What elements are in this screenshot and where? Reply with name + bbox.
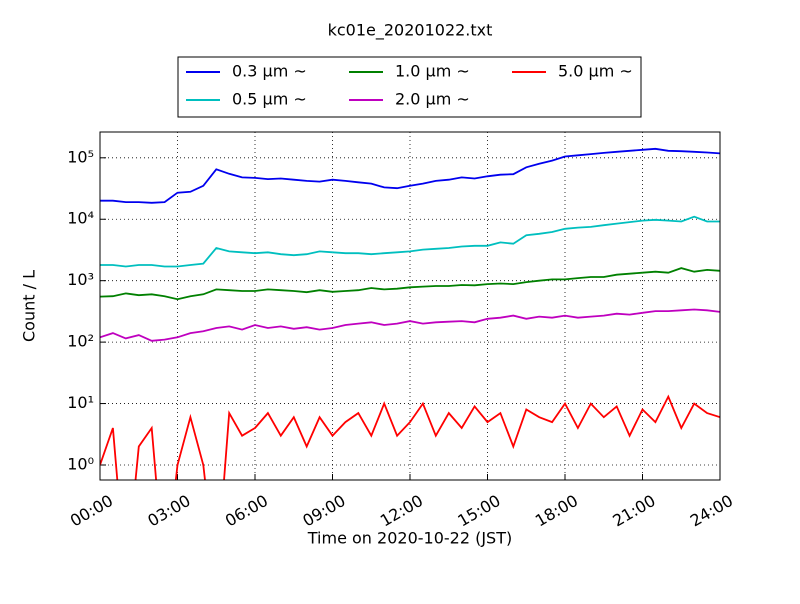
series-line (100, 267, 720, 301)
legend-label: 0.3 μm ~ (232, 62, 307, 81)
y-axis-label: Count / L (20, 270, 39, 342)
y-tick-label: 10³ (67, 270, 94, 289)
x-tick-label: 06:00 (222, 491, 271, 531)
legend-label: 1.0 μm ~ (395, 62, 470, 81)
chart-title: kc01e_20201022.txt (328, 21, 493, 41)
x-tick-label: 09:00 (299, 491, 348, 531)
x-axis-label: Time on 2020-10-22 (JST) (307, 529, 512, 548)
y-tick-label: 10¹ (67, 393, 94, 412)
plot-area (100, 147, 720, 480)
series-line (100, 308, 720, 342)
x-tick-label: 12:00 (377, 491, 426, 531)
series-line (100, 147, 720, 204)
x-tick-label: 15:00 (454, 491, 503, 531)
legend-label: 5.0 μm ~ (558, 62, 633, 81)
x-tick-label: 03:00 (144, 491, 193, 531)
y-tick-label: 10⁰ (67, 455, 94, 474)
x-tick-label: 21:00 (609, 491, 658, 531)
legend-box (177, 56, 642, 118)
y-tick-label: 10⁵ (67, 147, 94, 166)
series-line (100, 215, 720, 268)
x-tick-label: 24:00 (687, 491, 736, 531)
y-tick-label: 10⁴ (67, 209, 94, 228)
x-tick-label: 18:00 (532, 491, 581, 531)
legend-label: 2.0 μm ~ (395, 90, 470, 109)
x-tick-label: 00:00 (67, 491, 116, 531)
legend-label: 0.5 μm ~ (232, 90, 307, 109)
series-line (100, 394, 720, 480)
y-tick-label: 10² (67, 332, 94, 351)
plot-frame (99, 131, 721, 481)
